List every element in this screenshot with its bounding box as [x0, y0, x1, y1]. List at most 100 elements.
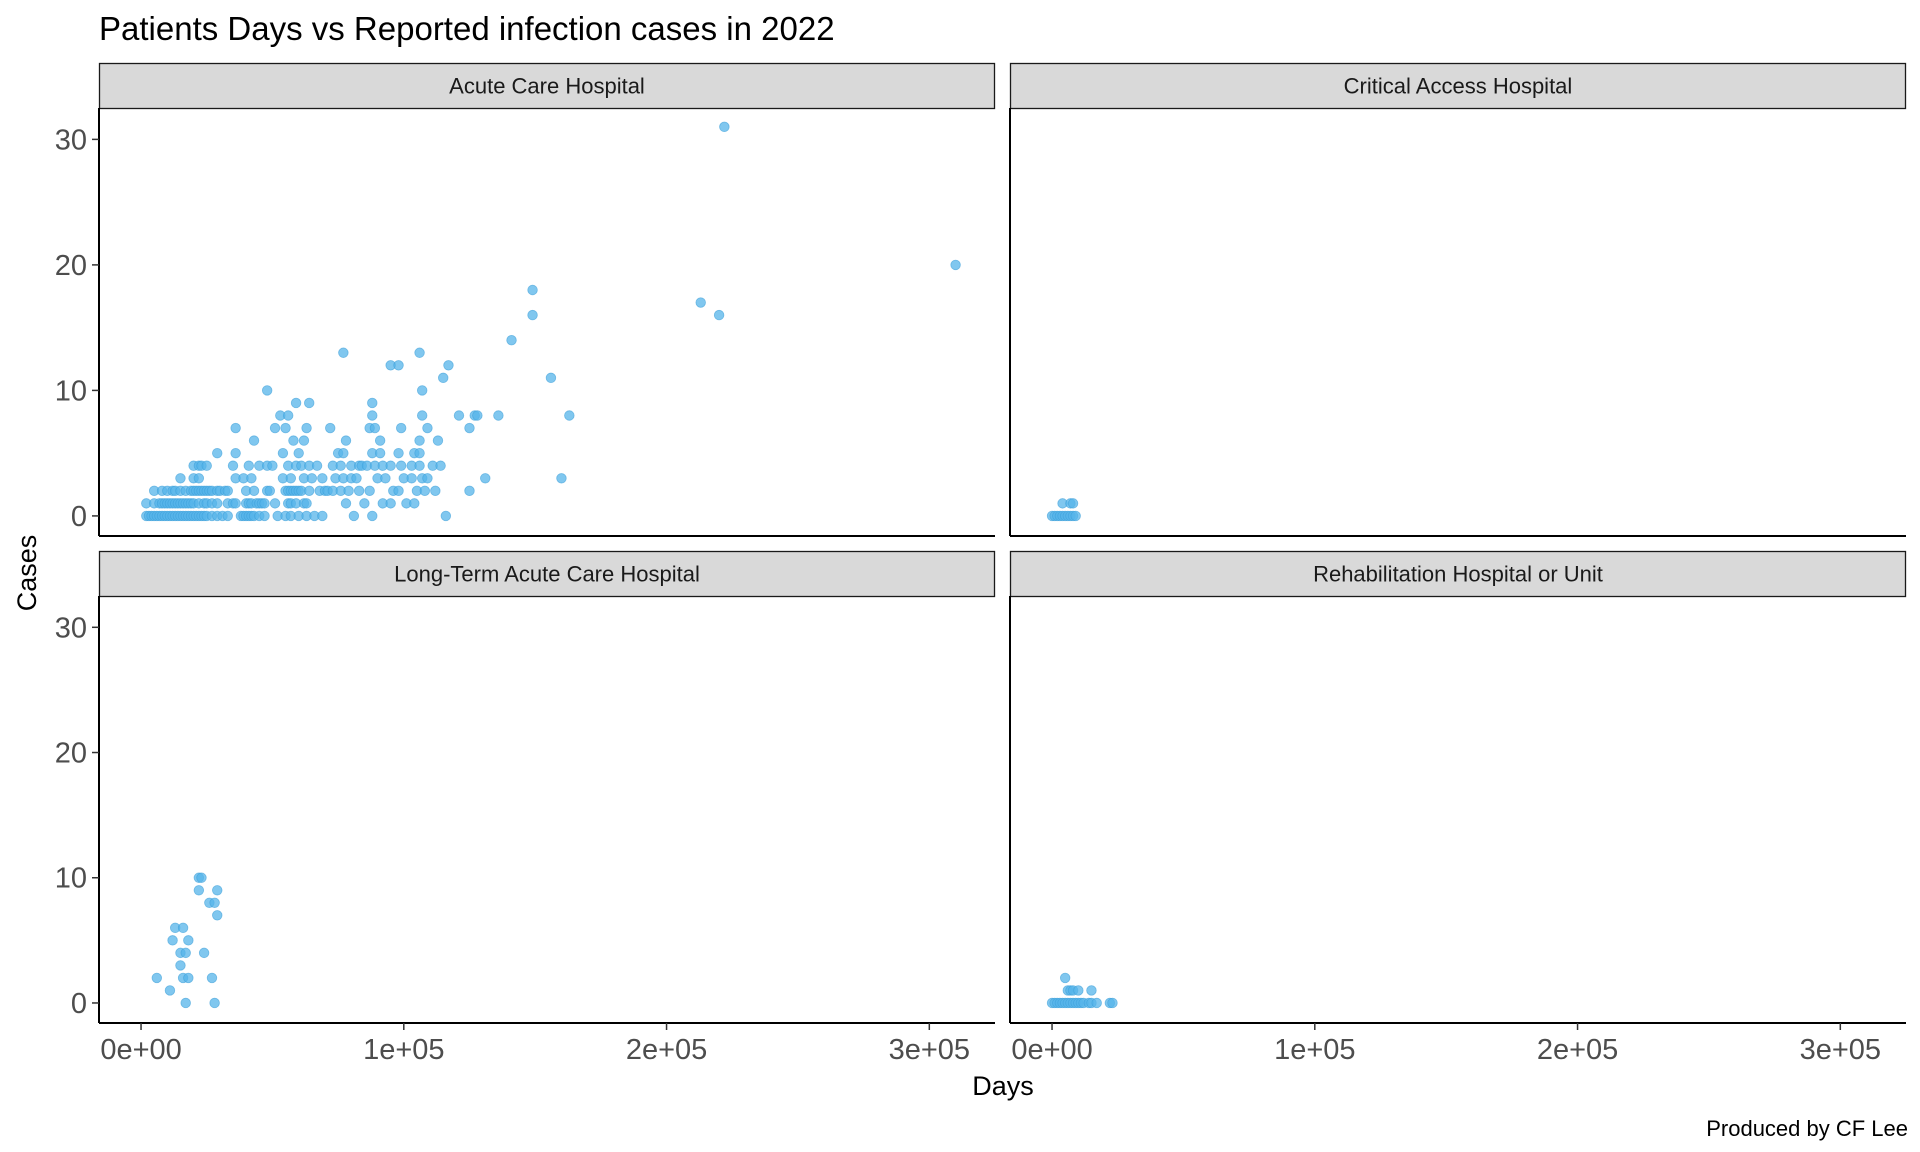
data-point	[230, 447, 241, 459]
data-point	[472, 410, 483, 421]
data-point	[180, 947, 191, 959]
data-point	[338, 347, 349, 358]
y-tick-label: 30	[55, 612, 87, 644]
facet-strip-label: Critical Access Hospital	[1344, 74, 1573, 99]
data-point	[193, 885, 205, 896]
data-point	[246, 473, 257, 484]
data-point	[183, 972, 194, 984]
x-tick-label: 0e+00	[1011, 1034, 1092, 1066]
data-point	[212, 447, 223, 459]
data-point	[367, 510, 378, 522]
data-point	[1086, 985, 1097, 996]
chart-caption: Produced by CF Lee	[1706, 1116, 1908, 1141]
data-point	[264, 485, 275, 497]
x-tick-label: 1e+05	[1274, 1034, 1355, 1066]
data-point	[280, 422, 291, 434]
data-point	[338, 447, 349, 459]
data-point	[304, 485, 315, 497]
y-tick-label: 0	[71, 501, 87, 533]
data-point	[367, 410, 378, 421]
y-tick-label: 20	[55, 738, 87, 770]
data-point	[367, 397, 378, 409]
data-point	[416, 410, 428, 421]
data-point	[285, 473, 297, 484]
data-point	[564, 410, 575, 421]
data-point	[414, 347, 425, 358]
data-point	[1107, 997, 1118, 1009]
y-tick-label: 10	[55, 375, 87, 407]
data-point	[340, 498, 352, 509]
data-point	[196, 872, 207, 883]
data-point	[304, 397, 315, 409]
data-point	[230, 422, 241, 434]
data-point	[419, 485, 431, 497]
data-point	[209, 997, 220, 1009]
data-point	[209, 897, 220, 908]
data-point	[556, 473, 567, 484]
data-point	[290, 397, 302, 409]
data-point	[306, 473, 318, 484]
facet-strip	[1009, 62, 1907, 110]
x-tick-label: 1e+05	[363, 1034, 444, 1066]
data-point	[301, 422, 312, 434]
data-point	[277, 447, 289, 459]
data-point	[351, 473, 362, 484]
data-point	[480, 473, 491, 484]
x-axis-title: Days	[972, 1071, 1034, 1101]
data-point	[325, 422, 336, 434]
data-point	[422, 473, 433, 484]
data-point	[243, 460, 254, 471]
data-point	[164, 985, 176, 996]
data-point	[288, 435, 299, 446]
x-tick-label: 0e+00	[100, 1034, 181, 1066]
data-point	[393, 485, 404, 497]
x-tick-label: 2e+05	[626, 1034, 707, 1066]
facet-strip	[1009, 550, 1907, 598]
data-point	[719, 121, 730, 133]
data-point	[393, 360, 404, 371]
data-point	[432, 435, 444, 446]
data-point	[180, 997, 191, 1009]
data-point	[506, 334, 517, 346]
data-point	[440, 510, 452, 522]
data-point	[175, 473, 186, 484]
data-point	[282, 410, 294, 421]
data-point	[359, 498, 370, 509]
data-point	[212, 498, 223, 509]
data-point	[369, 422, 381, 434]
data-point	[212, 885, 223, 896]
chart-title: Patients Days vs Reported infection case…	[99, 10, 835, 47]
data-point	[393, 447, 404, 459]
data-point	[374, 435, 386, 446]
data-point	[406, 473, 417, 484]
data-point	[453, 410, 465, 421]
data-point	[438, 372, 449, 384]
data-point	[261, 385, 273, 396]
data-point	[414, 460, 425, 471]
data-point	[1070, 510, 1081, 522]
data-point	[201, 460, 212, 471]
data-point	[464, 485, 475, 497]
data-point	[422, 422, 433, 434]
facet-strip	[98, 550, 996, 598]
data-point	[1091, 997, 1102, 1009]
facet-strip-label: Rehabilitation Hospital or Unit	[1313, 562, 1603, 587]
data-point	[259, 510, 270, 522]
data-point	[1059, 972, 1071, 984]
data-point	[167, 935, 178, 946]
data-point	[317, 473, 328, 484]
data-point	[175, 960, 186, 971]
data-point	[353, 485, 365, 497]
data-point	[340, 435, 352, 446]
data-point	[259, 498, 270, 509]
x-tick-label: 3e+05	[1800, 1034, 1881, 1066]
data-point	[298, 435, 310, 446]
data-point	[414, 435, 425, 446]
facet-panel: Long-Term Acute Care Hospital 0 10 20 30 0e+0…	[55, 550, 996, 1066]
data-point	[493, 410, 504, 421]
facet-strip	[98, 62, 996, 110]
data-point	[267, 460, 278, 471]
facet-panels: Acute Care Hospital 0 10 20 30 Critical Acces…	[55, 62, 1907, 1066]
data-point	[414, 447, 425, 459]
